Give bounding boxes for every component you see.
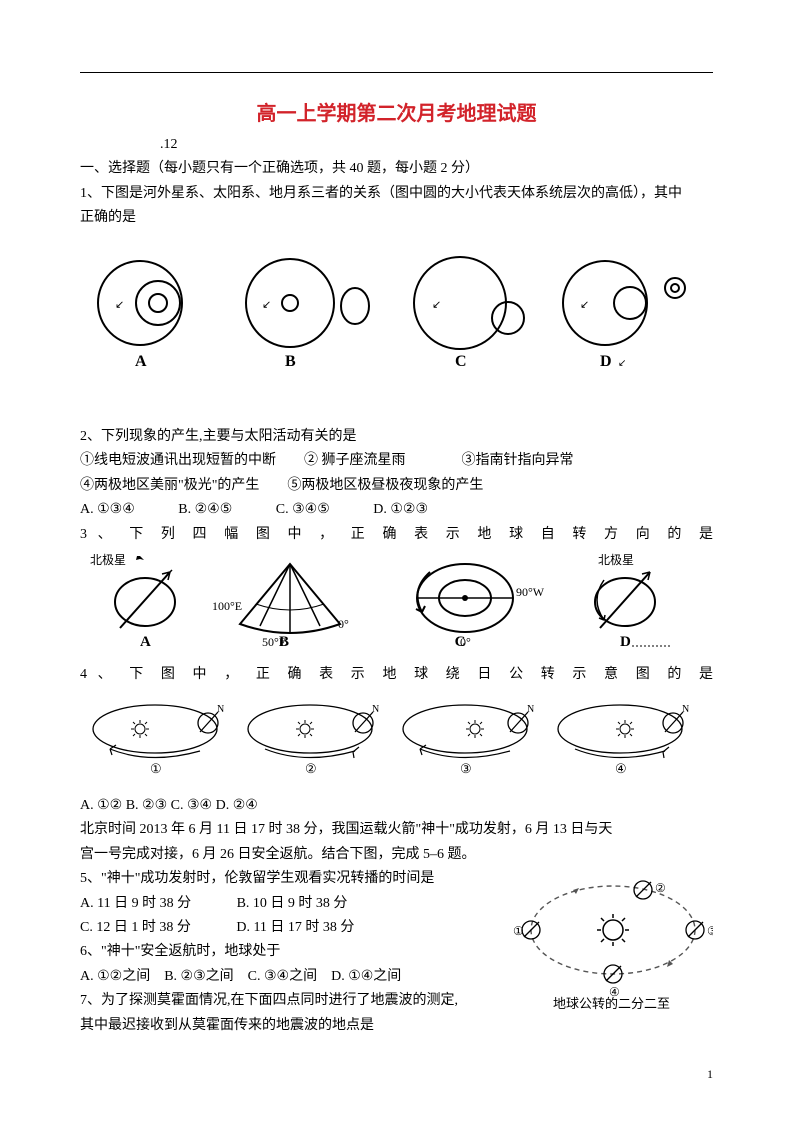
svg-text:↙: ↙ bbox=[115, 299, 124, 311]
q2-items1: ①线电短波通讯出现短暂的中断 ② 狮子座流星雨 ③指南针指向异常 bbox=[80, 450, 713, 472]
q4-options: A. ①② B. ②③ C. ③④ D. ②④ bbox=[80, 795, 713, 817]
q1-stem: 1、下图是河外星系、太阳系、地月系三者的关系（图中圆的大小代表天体系统层次的高低… bbox=[80, 183, 713, 205]
q5-opt-d: D. 11 日 17 时 38 分 bbox=[236, 920, 354, 935]
q4-stem: 4 、 下 图 中 ， 正 确 表 示 地 球 绕 日 公 转 示 意 图 的 … bbox=[80, 664, 713, 686]
passage56-line1: 北京时间 2013 年 6 月 11 日 17 时 38 分，我国运载火箭"神十… bbox=[80, 819, 713, 841]
q2-opt-c: C. ③④⑤ bbox=[276, 499, 330, 521]
q4-num-1: ① bbox=[150, 761, 162, 776]
q5-opt-c: C. 12 日 1 时 38 分 bbox=[80, 920, 191, 935]
q1-cont: 正确的是 bbox=[80, 207, 713, 229]
q3-bjx2: 北极星 bbox=[598, 553, 634, 567]
svg-text:↙: ↙ bbox=[432, 299, 441, 311]
orbit-node-2: ② bbox=[655, 881, 666, 895]
q5-opt-b: B. 10 日 9 时 38 分 bbox=[237, 896, 348, 911]
q5-opt-a: A. 11 日 9 时 38 分 bbox=[80, 896, 191, 911]
svg-text:↙: ↙ bbox=[262, 299, 271, 311]
q3-w90: 90°W bbox=[516, 585, 545, 599]
passage56-line2: 宫一号完成对接，6 月 26 日安全返航。结合下图，完成 5–6 题。 bbox=[80, 844, 713, 866]
section-heading: 一、选择题（每小题只有一个正确选项，共 40 题，每小题 2 分） bbox=[80, 158, 713, 180]
q2-stem: 2、下列现象的产生,主要与太阳活动有关的是 bbox=[80, 426, 713, 448]
q3-diagram: 北极星 A 100°E 50°E 0° B bbox=[80, 550, 713, 658]
svg-text:C: C bbox=[455, 634, 466, 650]
q1-label-d: D bbox=[600, 353, 612, 370]
q3-label-a: A bbox=[140, 634, 151, 650]
orbit-node-3: ③ bbox=[707, 924, 713, 938]
svg-text:↙: ↙ bbox=[580, 299, 589, 311]
exam-title: 高一上学期第二次月考地理试题 bbox=[80, 98, 713, 130]
q3-zero: 0° bbox=[338, 617, 349, 631]
q4-num-3: ③ bbox=[460, 761, 472, 776]
q1-diagram: ↙ A ↙ B ↙ C ↙ bbox=[80, 248, 713, 386]
q1-label-c: C bbox=[455, 353, 467, 370]
q2-items2: ④两极地区美丽"极光"的产生 ⑤两极地区极昼极夜现象的产生 bbox=[80, 475, 713, 497]
q3-label-d: D bbox=[620, 634, 631, 650]
page: 高一上学期第二次月考地理试题 .12 一、选择题（每小题只有一个正确选项，共 4… bbox=[0, 0, 793, 1079]
q4-diagram: N ① bbox=[80, 691, 713, 789]
q1-label-a: A bbox=[135, 353, 147, 370]
q2-opt-d: D. ①②③ bbox=[373, 499, 428, 521]
q4-num-2: ② bbox=[305, 761, 317, 776]
orbit-node-1: ① bbox=[513, 924, 524, 938]
q3-bjx: 北极星 bbox=[90, 553, 126, 567]
orbit-caption: 地球公转的二分二至 bbox=[553, 996, 670, 1011]
orbit-figure: ① ② ③ ④ bbox=[513, 868, 713, 1026]
top-rule bbox=[80, 72, 713, 73]
q2-options: A. ①③④ B. ②④⑤ C. ③④⑤ D. ①②③ bbox=[80, 499, 713, 521]
q1-label-b: B bbox=[285, 353, 296, 370]
svg-text:↙: ↙ bbox=[618, 358, 626, 369]
q3-e100: 100°E bbox=[212, 599, 242, 613]
sub-date: .12 bbox=[80, 134, 713, 156]
q2-opt-a: A. ①③④ bbox=[80, 499, 135, 521]
page-number: 1 bbox=[707, 1067, 713, 1082]
q4-num-4: ④ bbox=[615, 761, 627, 776]
q2-opt-b: B. ②④⑤ bbox=[178, 499, 232, 521]
q3-label-b: B bbox=[279, 634, 289, 650]
q3-stem: 3 、 下 列 四 幅 图 中 ， 正 确 表 示 地 球 自 转 方 向 的 … bbox=[80, 524, 713, 546]
